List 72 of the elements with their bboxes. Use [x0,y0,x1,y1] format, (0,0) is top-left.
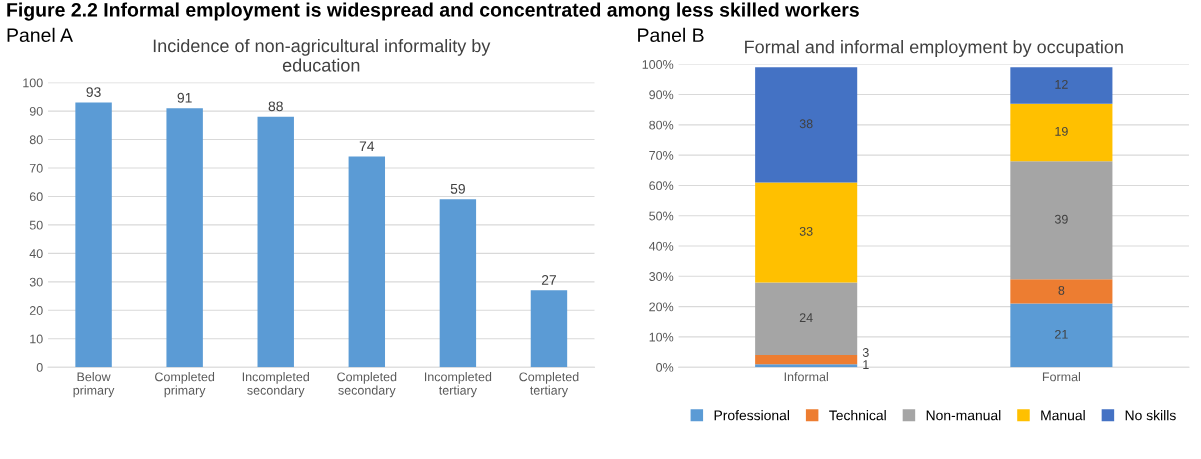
bar [1010,67,1113,104]
data-label: 74 [359,141,375,151]
y-tick-label: 0 [36,363,43,372]
x-tick-label: Formal [1042,372,1080,382]
y-tick-label: 50 [29,220,43,230]
y-tick-label: 10% [649,332,674,342]
y-tick-label: 100% [642,60,674,69]
data-label: 19 [1055,126,1068,136]
y-tick-label: 70% [649,150,674,160]
bar [75,102,112,368]
y-tick-label: 90 [29,106,43,116]
legend-label: No skills [1125,410,1176,421]
bar [1010,303,1113,368]
x-tick-label: Below primary [73,372,115,398]
x-tick-label: Incompleted secondary [242,372,309,398]
x-tick-label: Informal [784,372,828,382]
data-label: 39 [1054,214,1068,224]
chart-title: Formal and informal employment by occupation [745,40,1123,57]
y-tick-label: 90% [649,90,674,100]
data-label: 88 [268,101,283,112]
y-tick-label: 20% [649,302,674,312]
bar [755,355,858,365]
y-tick-label: 80% [649,120,674,130]
bar [1010,279,1113,304]
y-tick-label: 30 [29,277,43,287]
chart-subtitle: Panel B [638,27,704,43]
y-tick-label: 40 [29,249,43,259]
data-label: 91 [177,92,192,103]
y-tick-label: 40% [648,241,674,251]
y-tick-label: 10 [30,334,43,344]
data-label: 3 [862,348,869,357]
bar [755,67,858,183]
data-label: 1 [863,360,869,369]
y-tick-label: 70 [29,163,43,173]
x-tick-label: Completed secondary [337,372,397,398]
x-tick-label: Completed primary [155,372,215,398]
data-label: 93 [86,87,101,98]
y-tick-label: 50% [649,211,674,221]
bar [348,156,386,368]
data-label: 12 [1055,79,1068,89]
bar [530,290,568,368]
bar [257,116,294,368]
legend-label: Technical [829,410,886,421]
data-label: 8 [1058,285,1065,295]
data-label: 21 [1055,329,1068,339]
caption: Figure 2.2 Informal employment is widespread and concentrated among less skilled workers [7,2,859,21]
data-label: 38 [799,119,813,129]
x-tick-label: Completed tertiary [519,372,579,398]
x-tick-label: Incompleted tertiary [424,372,492,398]
bar [439,199,477,368]
data-label: 24 [799,313,813,322]
bar [166,108,203,368]
data-label: 27 [541,275,556,285]
bar [1010,103,1113,162]
data-label: 33 [799,226,813,236]
y-tick-label: 0% [656,363,674,372]
legend-label: Professional [714,410,789,421]
bar [755,282,858,356]
y-tick-label: 20 [29,306,43,315]
y-tick-label: 60 [29,192,43,202]
y-tick-label: 30% [649,272,674,281]
y-tick-label: 60% [649,181,674,191]
chart-subtitle: Panel A [7,27,73,43]
bar [755,364,858,368]
legend-label: Manual [1041,410,1085,421]
bar [1010,161,1113,280]
bar [755,182,858,283]
y-tick-label: 80 [29,135,43,145]
chart-title: Incidence of non-agricultural informality by education [153,38,491,72]
y-tick-label: 100 [23,78,43,88]
legend-label: Non-manual [926,410,1001,421]
data-label: 59 [450,183,465,194]
